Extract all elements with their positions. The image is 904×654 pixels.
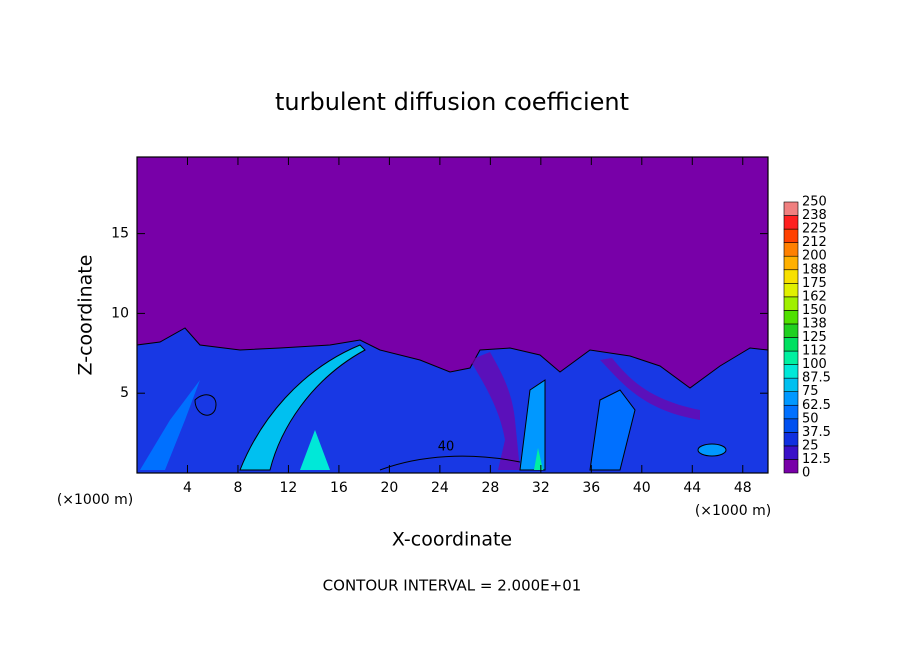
colorbar-box [783,282,799,298]
contour-note: CONTOUR INTERVAL = 2.000E+01 [323,577,582,595]
colorbar-box [783,242,799,257]
field-region [600,358,700,420]
y-tick-label: 10 [111,305,129,321]
colorbar-label: 100 [802,357,827,372]
x-tick-label: 48 [734,480,752,496]
colorbar-box [783,310,799,325]
colorbar-label: 200 [802,249,827,264]
x-tick-label: 16 [330,480,348,496]
colorbar-label: 25 [802,438,819,453]
colorbar-box [783,432,799,447]
y-tick-label: 5 [120,385,129,401]
colorbar-box [783,269,799,284]
contour-line [194,394,217,416]
colorbar-box [783,201,799,216]
x-tick-label: 40 [633,480,651,496]
colorbar-box [783,391,799,406]
x-unit-right: (×1000 m) [695,503,771,519]
colorbar-label: 112 [802,344,827,359]
field-region [697,443,727,457]
colorbar-label: 188 [802,262,827,277]
y-tick-label: 15 [111,226,129,242]
colorbar-label: 12.5 [802,452,831,467]
x-unit-left: (×1000 m) [57,492,133,508]
colorbar-box [783,418,799,433]
field-region [470,352,520,470]
colorbar-box [783,377,799,392]
colorbar-label: 162 [802,289,827,304]
y-axis-label: Z-coordinate [75,255,97,376]
colorbar-box [783,296,799,311]
colorbar-label: 225 [802,222,827,237]
colorbar-box [783,350,799,365]
colorbar-label: 87.5 [802,371,831,386]
x-tick-label: 24 [431,480,449,496]
colorbar-label: 138 [802,316,827,331]
colorbar-label: 75 [802,384,819,399]
field: 40 [136,157,769,474]
colorbar-box [783,323,799,338]
colorbar-box [783,364,799,379]
colorbar-box [783,445,799,460]
colorbar-label: 250 [802,195,827,210]
field-region [300,430,330,470]
colorbar-box [783,255,799,271]
chart-title: turbulent diffusion coefficient [275,88,629,116]
colorbar-label: 125 [802,330,827,345]
plot-frame [136,156,769,474]
x-tick-label: 32 [532,480,550,496]
x-axis-label: X-coordinate [392,529,512,551]
x-tick-label: 36 [582,480,600,496]
colorbar-box [783,215,799,230]
colorbar-box [783,459,799,474]
colorbar-label: 238 [802,208,827,223]
colorbar-label: 62.5 [802,398,831,413]
colorbar-label: 175 [802,276,827,291]
field-region [239,344,366,471]
colorbar-label: 50 [802,411,819,426]
x-tick-label: 8 [233,480,242,496]
x-tick-label: 44 [683,480,701,496]
field-region [140,380,200,470]
contour-label: 40 [438,440,455,455]
x-tick-label: 12 [280,480,298,496]
x-tick-label: 20 [380,480,398,496]
colorbar-box [783,337,799,352]
colorbar-label: 150 [802,303,827,318]
x-tick-label: 28 [481,480,499,496]
field-region [589,389,636,471]
colorbar-box [783,228,799,243]
colorbar-box [783,404,799,420]
x-tick-label: 4 [183,480,192,496]
colorbar-label: 212 [802,235,827,250]
colorbar-label: 0 [802,466,810,481]
colorbar-label: 37.5 [802,425,831,440]
contour-line [379,455,521,471]
field-region [534,448,543,470]
